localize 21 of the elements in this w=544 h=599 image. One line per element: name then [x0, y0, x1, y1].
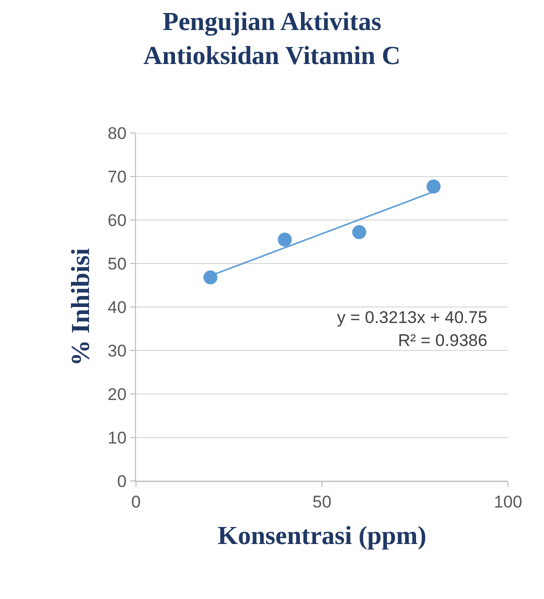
y-tick-label: 80	[108, 124, 127, 143]
chart-title: Pengujian Aktivitas Antioksidan Vitamin C	[143, 6, 401, 70]
y-tick-label: 10	[108, 428, 127, 448]
y-tick-label: 40	[108, 298, 127, 317]
y-tick-label: 0	[117, 472, 127, 491]
y-tick-label: 70	[108, 167, 127, 186]
point	[203, 270, 218, 284]
point	[426, 180, 441, 194]
y-tick-label: 30	[108, 341, 127, 360]
point	[278, 232, 292, 247]
y-tick-label: 50	[108, 254, 127, 274]
annotation: R² = 0.9386	[398, 331, 488, 350]
x-tick-label: 0	[131, 492, 141, 512]
point	[352, 225, 366, 240]
y-tick-label: 60	[108, 210, 127, 230]
x-tick-label: 50	[312, 492, 332, 512]
x-axis-title: Konsentrasi (ppm)	[218, 521, 426, 550]
annotation: y = 0.3213x + 40.75	[337, 308, 488, 327]
x-tick-label: 100	[494, 492, 522, 512]
y-tick-label: 20	[108, 384, 127, 404]
y-axis-title: % Inhibisi	[66, 248, 96, 366]
